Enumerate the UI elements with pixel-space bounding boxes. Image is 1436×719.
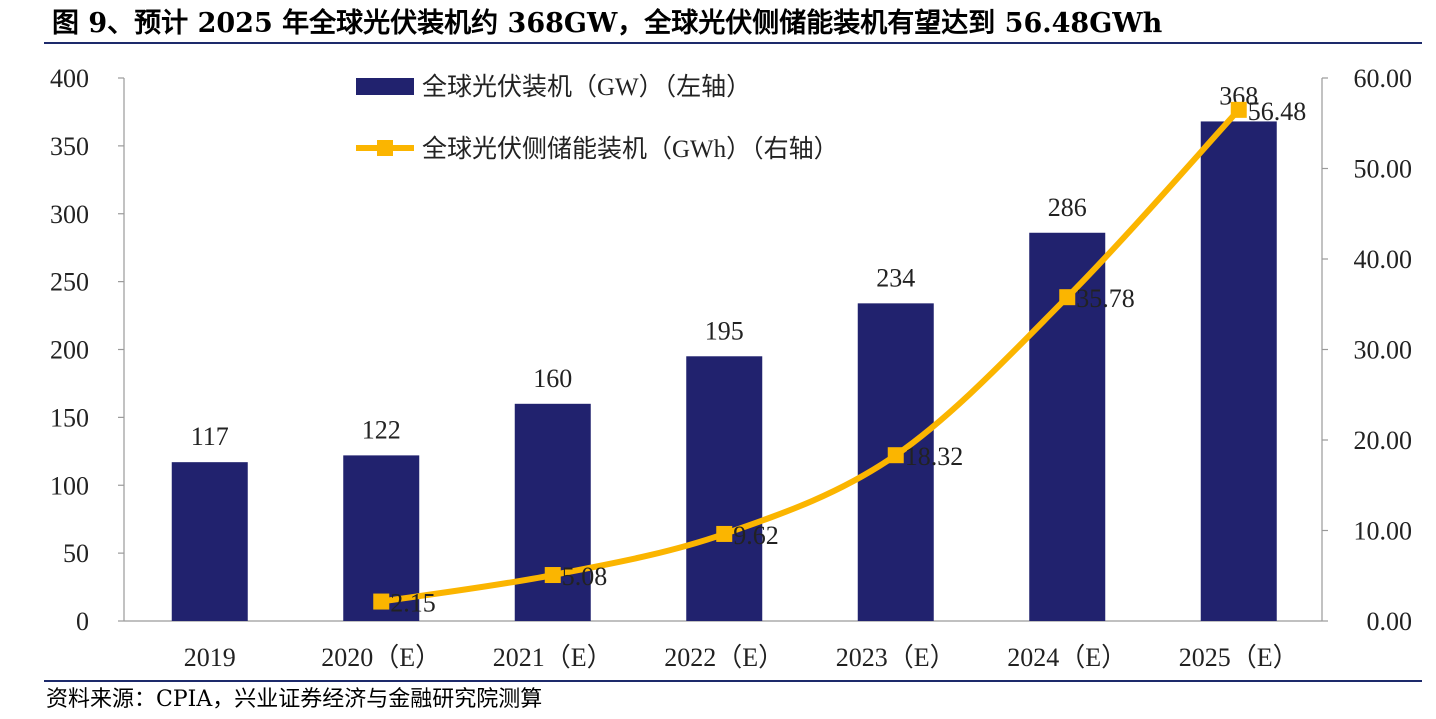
chart-title: 图 9、预计 2025 年全球光伏装机约 368GW，全球光伏侧储能装机有望达到… (52, 8, 1163, 39)
source-rule (44, 680, 1422, 682)
line-value-label: 35.78 (1076, 284, 1135, 313)
bar-value-label: 122 (362, 415, 401, 444)
line-value-label: 5.08 (562, 562, 608, 591)
legend-bar-label: 全球光伏装机（GW）（左轴） (422, 73, 751, 101)
bar-2019 (171, 462, 248, 621)
bar-2020 (343, 455, 420, 621)
bar-2022 (686, 356, 763, 621)
line-point-marker (373, 593, 390, 610)
line-series: 2.15 5.08 9.62 18.32 35.78 56.48 (373, 97, 1306, 618)
line-value-label: 2.15 (390, 589, 436, 618)
right-axis-tick-label: 10.00 (1354, 517, 1413, 546)
line-point-marker (1059, 289, 1076, 306)
left-axis-tick-label: 250 (50, 268, 89, 297)
title-rule (44, 42, 1422, 44)
x-tick-label: 2023（E） (836, 643, 956, 672)
bar-value-label: 160 (533, 364, 572, 393)
bar-value-label: 286 (1048, 193, 1087, 222)
line-value-label: 9.62 (733, 521, 779, 550)
line-point-marker (1230, 101, 1247, 118)
line-point-marker (716, 525, 733, 542)
right-axis-tick-label: 30.00 (1354, 336, 1413, 365)
right-axis-tick-label: 0.00 (1367, 607, 1413, 636)
right-axis-tick-label: 20.00 (1354, 426, 1413, 455)
line-point-marker (544, 567, 561, 584)
x-tick-label: 2021（E） (493, 643, 613, 672)
left-axis-tick-label: 100 (50, 471, 89, 500)
source-note: 资料来源：CPIA，兴业证券经济与金融研究院测算 (46, 687, 543, 712)
x-tick-label: 2022（E） (664, 643, 784, 672)
left-axis-tick-label: 200 (50, 336, 89, 365)
left-axis-tick-label: 0 (76, 607, 89, 636)
right-axis-tick-label: 40.00 (1354, 245, 1413, 274)
left-axis-tick-label: 350 (50, 132, 89, 161)
x-tick-label: 2025（E） (1179, 643, 1299, 672)
left-axis-tick-label: 50 (63, 539, 89, 568)
legend-line-marker (377, 140, 393, 156)
bar-value-label: 117 (191, 422, 229, 451)
bar-2021 (514, 403, 591, 621)
line-value-label: 56.48 (1248, 97, 1307, 126)
x-axis-labels: 2019 2020（E） 2021（E） 2022（E） 2023（E） 2024（E） 2… (184, 643, 1299, 672)
x-tick-label: 2024（E） (1007, 643, 1127, 672)
bar-2025 (1200, 121, 1277, 621)
chart: 0 50 100 150 200 250 300 350 400 0.00 10.00 20.00 3… (50, 64, 1413, 672)
x-tick-label: 2020（E） (321, 643, 441, 672)
x-tick-label: 2019 (184, 643, 236, 672)
right-axis-tick-label: 60.00 (1354, 64, 1413, 93)
right-axis: 0.00 10.00 20.00 30.00 40.00 50.00 60.00 (1321, 64, 1413, 636)
bar-value-label: 234 (876, 263, 915, 292)
line-series-path (380, 107, 1241, 605)
legend-bar-swatch (356, 78, 414, 95)
bar-value-label: 195 (705, 316, 744, 345)
legend: 全球光伏装机（GW）（左轴） 全球光伏侧储能装机（GWh）（右轴） (356, 73, 839, 163)
left-axis-tick-label: 300 (50, 200, 89, 229)
legend-line-label: 全球光伏侧储能装机（GWh）（右轴） (422, 135, 839, 163)
line-value-label: 18.32 (905, 442, 964, 471)
left-axis: 0 50 100 150 200 250 300 350 400 (50, 64, 125, 636)
line-point-marker (887, 447, 904, 464)
right-axis-tick-label: 50.00 (1354, 155, 1413, 184)
left-axis-tick-label: 150 (50, 403, 89, 432)
left-axis-tick-label: 400 (50, 64, 89, 93)
